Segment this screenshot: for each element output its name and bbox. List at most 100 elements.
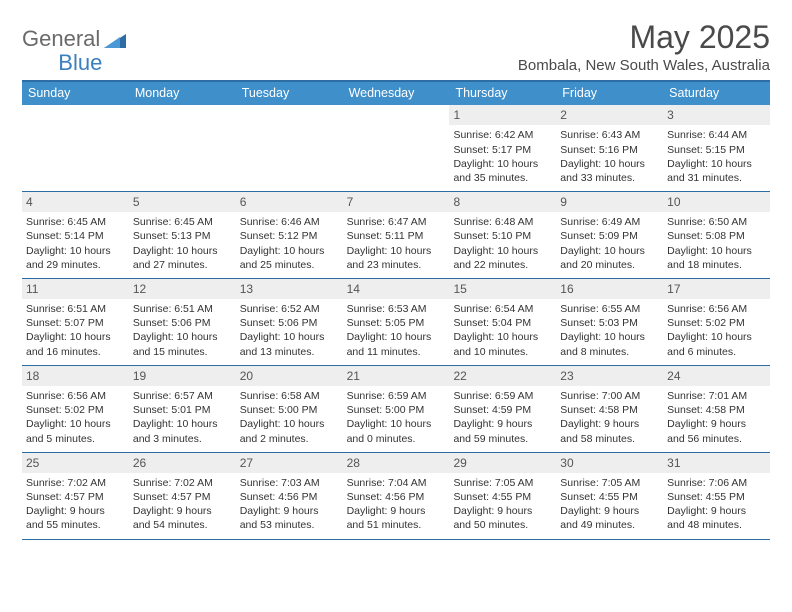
weekday-header: Sunday xyxy=(22,82,129,105)
daylight-text: Daylight: 9 hours and 53 minutes. xyxy=(240,504,339,532)
daylight-text: Daylight: 9 hours and 54 minutes. xyxy=(133,504,232,532)
sunset-text: Sunset: 5:13 PM xyxy=(133,229,232,243)
sunset-text: Sunset: 5:02 PM xyxy=(26,403,125,417)
sunrise-text: Sunrise: 6:47 AM xyxy=(347,215,446,229)
sunrise-text: Sunrise: 6:56 AM xyxy=(26,389,125,403)
day-number: 7 xyxy=(343,192,450,212)
sunrise-text: Sunrise: 6:55 AM xyxy=(560,302,659,316)
sunrise-text: Sunrise: 6:51 AM xyxy=(26,302,125,316)
sunset-text: Sunset: 5:14 PM xyxy=(26,229,125,243)
day-cell: 3Sunrise: 6:44 AMSunset: 5:15 PMDaylight… xyxy=(663,105,770,191)
day-cell: 9 Sunrise: 6:49 AMSunset: 5:09 PMDaylight… xyxy=(556,192,663,278)
daylight-text: Daylight: 10 hours and 18 minutes. xyxy=(667,244,766,272)
day-number: 22 xyxy=(449,366,556,386)
day-number: 11 xyxy=(22,279,129,299)
weekday-header: Saturday xyxy=(663,82,770,105)
sunset-text: Sunset: 4:55 PM xyxy=(560,490,659,504)
day-number: 16 xyxy=(556,279,663,299)
day-cell: 1Sunrise: 6:42 AMSunset: 5:17 PMDaylight… xyxy=(449,105,556,191)
daylight-text: Daylight: 10 hours and 5 minutes. xyxy=(26,417,125,445)
day-number xyxy=(343,105,450,125)
daylight-text: Daylight: 10 hours and 27 minutes. xyxy=(133,244,232,272)
sunrise-text: Sunrise: 6:56 AM xyxy=(667,302,766,316)
day-cell: 17Sunrise: 6:56 AMSunset: 5:02 PMDayligh… xyxy=(663,279,770,365)
daylight-text: Daylight: 9 hours and 51 minutes. xyxy=(347,504,446,532)
day-cell: 5Sunrise: 6:45 AMSunset: 5:13 PMDaylight… xyxy=(129,192,236,278)
sunset-text: Sunset: 5:10 PM xyxy=(453,229,552,243)
sunrise-text: Sunrise: 6:48 AM xyxy=(453,215,552,229)
daylight-text: Daylight: 9 hours and 58 minutes. xyxy=(560,417,659,445)
month-title: May 2025 xyxy=(518,20,770,55)
sunrise-text: Sunrise: 6:43 AM xyxy=(560,128,659,142)
day-number: 21 xyxy=(343,366,450,386)
sunrise-text: Sunrise: 7:05 AM xyxy=(453,476,552,490)
brand-part2: Blue xyxy=(58,50,102,76)
day-number: 13 xyxy=(236,279,343,299)
sunset-text: Sunset: 5:05 PM xyxy=(347,316,446,330)
location-text: Bombala, New South Wales, Australia xyxy=(518,57,770,74)
day-cell: 8 Sunrise: 6:48 AMSunset: 5:10 PMDaylight… xyxy=(449,192,556,278)
day-cell: 26Sunrise: 7:02 AMSunset: 4:57 PMDayligh… xyxy=(129,453,236,539)
sunset-text: Sunset: 4:58 PM xyxy=(667,403,766,417)
calendar-page: General May 2025 Bombala, New South Wale… xyxy=(0,0,792,550)
sunrise-text: Sunrise: 7:00 AM xyxy=(560,389,659,403)
day-cell: 7Sunrise: 6:47 AMSunset: 5:11 PMDaylight… xyxy=(343,192,450,278)
day-number: 8 xyxy=(449,192,556,212)
daylight-text: Daylight: 10 hours and 29 minutes. xyxy=(26,244,125,272)
day-number: 29 xyxy=(449,453,556,473)
day-cell: 25Sunrise: 7:02 AMSunset: 4:57 PMDayligh… xyxy=(22,453,129,539)
page-header: General May 2025 Bombala, New South Wale… xyxy=(22,20,770,74)
sunset-text: Sunset: 4:59 PM xyxy=(453,403,552,417)
daylight-text: Daylight: 10 hours and 16 minutes. xyxy=(26,330,125,358)
day-cell: 6Sunrise: 6:46 AMSunset: 5:12 PMDaylight… xyxy=(236,192,343,278)
day-number: 3 xyxy=(663,105,770,125)
day-number: 10 xyxy=(663,192,770,212)
day-cell: 15Sunrise: 6:54 AMSunset: 5:04 PMDayligh… xyxy=(449,279,556,365)
sunset-text: Sunset: 5:17 PM xyxy=(453,143,552,157)
day-number: 31 xyxy=(663,453,770,473)
day-number xyxy=(129,105,236,125)
sunset-text: Sunset: 5:09 PM xyxy=(560,229,659,243)
daylight-text: Daylight: 10 hours and 20 minutes. xyxy=(560,244,659,272)
day-number: 14 xyxy=(343,279,450,299)
day-cell xyxy=(236,105,343,191)
day-cell: 30Sunrise: 7:05 AMSunset: 4:55 PMDayligh… xyxy=(556,453,663,539)
day-cell: 10Sunrise: 6:50 AMSunset: 5:08 PMDayligh… xyxy=(663,192,770,278)
daylight-text: Daylight: 10 hours and 11 minutes. xyxy=(347,330,446,358)
weekday-header: Wednesday xyxy=(343,82,450,105)
sunrise-text: Sunrise: 6:52 AM xyxy=(240,302,339,316)
brand-logo-line2: General Blue xyxy=(22,44,102,76)
day-cell: 24Sunrise: 7:01 AMSunset: 4:58 PMDayligh… xyxy=(663,366,770,452)
week-row: 18Sunrise: 6:56 AMSunset: 5:02 PMDayligh… xyxy=(22,366,770,453)
sunset-text: Sunset: 5:00 PM xyxy=(240,403,339,417)
day-cell: 11Sunrise: 6:51 AMSunset: 5:07 PMDayligh… xyxy=(22,279,129,365)
title-block: May 2025 Bombala, New South Wales, Austr… xyxy=(518,20,770,74)
sunset-text: Sunset: 4:57 PM xyxy=(26,490,125,504)
sunset-text: Sunset: 5:16 PM xyxy=(560,143,659,157)
sunrise-text: Sunrise: 6:54 AM xyxy=(453,302,552,316)
day-number: 28 xyxy=(343,453,450,473)
daylight-text: Daylight: 10 hours and 31 minutes. xyxy=(667,157,766,185)
daylight-text: Daylight: 10 hours and 25 minutes. xyxy=(240,244,339,272)
day-cell xyxy=(129,105,236,191)
sunrise-text: Sunrise: 6:49 AM xyxy=(560,215,659,229)
day-number: 20 xyxy=(236,366,343,386)
sunrise-text: Sunrise: 6:51 AM xyxy=(133,302,232,316)
daylight-text: Daylight: 10 hours and 10 minutes. xyxy=(453,330,552,358)
week-row: 1Sunrise: 6:42 AMSunset: 5:17 PMDaylight… xyxy=(22,105,770,192)
sunset-text: Sunset: 5:03 PM xyxy=(560,316,659,330)
day-cell: 19Sunrise: 6:57 AMSunset: 5:01 PMDayligh… xyxy=(129,366,236,452)
week-row: 25Sunrise: 7:02 AMSunset: 4:57 PMDayligh… xyxy=(22,453,770,540)
sunset-text: Sunset: 5:01 PM xyxy=(133,403,232,417)
day-cell: 21Sunrise: 6:59 AMSunset: 5:00 PMDayligh… xyxy=(343,366,450,452)
sunrise-text: Sunrise: 7:02 AM xyxy=(26,476,125,490)
sunset-text: Sunset: 4:56 PM xyxy=(347,490,446,504)
day-number: 17 xyxy=(663,279,770,299)
daylight-text: Daylight: 10 hours and 13 minutes. xyxy=(240,330,339,358)
day-number: 9 xyxy=(556,192,663,212)
sunset-text: Sunset: 4:58 PM xyxy=(560,403,659,417)
sunset-text: Sunset: 4:55 PM xyxy=(667,490,766,504)
day-number: 19 xyxy=(129,366,236,386)
daylight-text: Daylight: 10 hours and 22 minutes. xyxy=(453,244,552,272)
day-cell: 16Sunrise: 6:55 AMSunset: 5:03 PMDayligh… xyxy=(556,279,663,365)
